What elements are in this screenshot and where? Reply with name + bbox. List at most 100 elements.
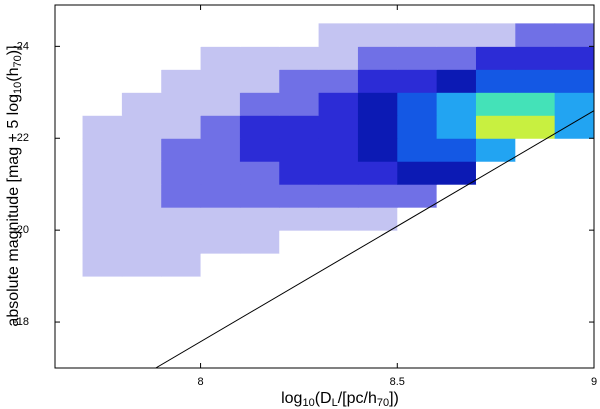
- density-cell: [200, 253, 241, 277]
- density-cell: [397, 92, 438, 116]
- subscript: 10: [302, 397, 314, 409]
- density-cell: [554, 92, 594, 116]
- density-cell: [82, 115, 123, 139]
- y-axis-label: absolute magnitude [mag + 5 log10(h70)]: [5, 45, 24, 326]
- density-cell: [82, 230, 123, 254]
- density-cell: [515, 46, 556, 70]
- density-cell: [554, 138, 594, 162]
- density-cell: [357, 138, 398, 162]
- density-cell: [200, 207, 241, 231]
- density-cell: [397, 69, 438, 93]
- density-cell: [436, 230, 477, 254]
- density-cell: [279, 207, 320, 231]
- density-cell: [475, 230, 516, 254]
- density-cell: [161, 253, 202, 277]
- density-cell: [239, 161, 280, 185]
- subscript: 70: [377, 397, 389, 409]
- density-cell: [554, 184, 594, 208]
- density-cell: [161, 161, 202, 185]
- density-cell: [475, 115, 516, 139]
- density-cell: [515, 207, 556, 231]
- y-tick-label: -18: [13, 316, 29, 328]
- density-cell: [200, 161, 241, 185]
- density-cell: [161, 46, 202, 70]
- density-cell: [436, 138, 477, 162]
- density-cell: [318, 184, 359, 208]
- density-cell: [318, 253, 359, 277]
- density-cell: [436, 184, 477, 208]
- label-part: /[pc/h: [338, 390, 377, 407]
- label-part: )]: [5, 45, 22, 55]
- density-cell: [279, 92, 320, 116]
- density-cell: [239, 69, 280, 93]
- density-cell: [397, 46, 438, 70]
- density-cell: [436, 92, 477, 116]
- density-cell: [475, 207, 516, 231]
- density-cell: [318, 69, 359, 93]
- density-cell: [279, 115, 320, 139]
- x-tick-label: 8: [198, 376, 204, 388]
- y-tick-label: -22: [13, 132, 29, 144]
- density-cell: [200, 184, 241, 208]
- density-cell: [515, 253, 556, 277]
- density-cell: [161, 138, 202, 162]
- density-cell: [554, 253, 594, 277]
- density-cell: [515, 230, 556, 254]
- density-cell: [279, 161, 320, 185]
- density-cell: [397, 184, 438, 208]
- density-cell: [82, 92, 123, 116]
- density-cell: [554, 161, 594, 185]
- density-cell: [318, 207, 359, 231]
- density-cell: [318, 23, 359, 47]
- density-cell: [82, 23, 123, 47]
- density-cell: [279, 46, 320, 70]
- density-cell: [554, 46, 594, 70]
- density-cell: [515, 161, 556, 185]
- density-cell: [515, 69, 556, 93]
- density-cell: [357, 207, 398, 231]
- density-cell: [554, 23, 594, 47]
- density-cell: [121, 46, 162, 70]
- density-cell: [357, 184, 398, 208]
- label-part: (h: [5, 67, 22, 81]
- density-cell: [239, 115, 280, 139]
- density-cell: [436, 161, 477, 185]
- density-cell: [200, 115, 241, 139]
- density-cell: [554, 69, 594, 93]
- density-cell: [279, 138, 320, 162]
- density-cell: [357, 230, 398, 254]
- density-cell: [554, 115, 594, 139]
- density-cell: [200, 46, 241, 70]
- density-cell: [318, 46, 359, 70]
- density-cell: [200, 92, 241, 116]
- density-cell: [397, 115, 438, 139]
- limit-line: [155, 110, 594, 368]
- density-cell: [279, 253, 320, 277]
- density-cell: [357, 23, 398, 47]
- label-part: absolute magnitude [mag + 5 log: [5, 94, 22, 327]
- density-cell: [475, 69, 516, 93]
- density-cell: [239, 138, 280, 162]
- density-cell: [161, 230, 202, 254]
- density-cell: [161, 23, 202, 47]
- density-cell: [397, 253, 438, 277]
- density-cell: [515, 184, 556, 208]
- density-cell: [475, 46, 516, 70]
- density-cell: [318, 92, 359, 116]
- density-cell: [357, 92, 398, 116]
- density-cell: [121, 230, 162, 254]
- density-cell: [436, 207, 477, 231]
- density-cell: [515, 138, 556, 162]
- density-cell: [200, 230, 241, 254]
- label-part: log: [281, 390, 302, 407]
- label-part: (D: [315, 390, 332, 407]
- density-cell: [475, 184, 516, 208]
- density-cell: [279, 184, 320, 208]
- density-cell: [82, 207, 123, 231]
- density-cell: [121, 207, 162, 231]
- density-cell: [515, 92, 556, 116]
- density-cell: [436, 69, 477, 93]
- density-cell: [515, 23, 556, 47]
- density-cell: [121, 161, 162, 185]
